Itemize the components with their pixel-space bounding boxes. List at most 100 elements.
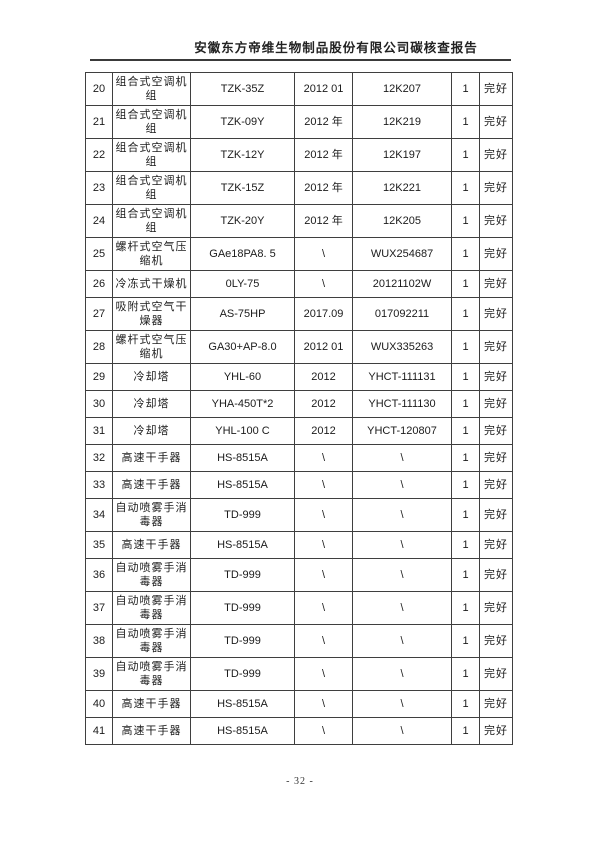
cell-model: TZK-15Z <box>190 171 295 205</box>
cell-model: HS-8515A <box>190 690 295 718</box>
cell-qty: 1 <box>451 171 480 205</box>
cell-status: 完好 <box>479 204 513 238</box>
cell-status: 完好 <box>479 363 513 391</box>
cell-date: 2012 年 <box>294 138 353 172</box>
cell-status: 完好 <box>479 297 513 331</box>
cell-name: 高速干手器 <box>112 471 191 499</box>
cell-serial: \ <box>352 624 452 658</box>
cell-qty: 1 <box>451 690 480 718</box>
cell-qty: 1 <box>451 591 480 625</box>
table-row: 36 自动喷雾手消毒器 TD-999 \ \ 1 完好 <box>85 558 513 592</box>
cell-name: 冷却塔 <box>112 390 191 418</box>
cell-serial: \ <box>352 657 452 691</box>
cell-name: 高速干手器 <box>112 717 191 745</box>
cell-qty: 1 <box>451 531 480 559</box>
cell-qty: 1 <box>451 558 480 592</box>
cell-date: 2012 <box>294 417 353 445</box>
cell-name: 自动喷雾手消毒器 <box>112 591 191 625</box>
table-row: 41 高速干手器 HS-8515A \ \ 1 完好 <box>85 717 513 745</box>
cell-no: 38 <box>85 624 113 658</box>
table-row: 34 自动喷雾手消毒器 TD-999 \ \ 1 完好 <box>85 498 513 532</box>
cell-status: 完好 <box>479 237 513 271</box>
cell-qty: 1 <box>451 204 480 238</box>
cell-model: HS-8515A <box>190 471 295 499</box>
table-row: 25 螺杆式空气压缩机 GAe18PA8. 5 \ WUX254687 1 完好 <box>85 237 513 271</box>
cell-qty: 1 <box>451 498 480 532</box>
cell-model: HS-8515A <box>190 717 295 745</box>
table-row: 35 高速干手器 HS-8515A \ \ 1 完好 <box>85 531 513 559</box>
equipment-table-body: 20 组合式空调机组 TZK-35Z 2012 01 12K207 1 完好 21 组合式空调机… <box>85 72 513 745</box>
cell-name: 吸附式空气干燥器 <box>112 297 191 331</box>
document-header-title: 安徽东方帝维生物制品股份有限公司碳核查报告 <box>194 41 478 55</box>
cell-name: 高速干手器 <box>112 531 191 559</box>
cell-status: 完好 <box>479 498 513 532</box>
cell-date: 2012 01 <box>294 72 353 106</box>
cell-date: 2012 年 <box>294 171 353 205</box>
cell-model: TZK-35Z <box>190 72 295 106</box>
cell-name: 自动喷雾手消毒器 <box>112 498 191 532</box>
table-row: 40 高速干手器 HS-8515A \ \ 1 完好 <box>85 690 513 718</box>
cell-date: \ <box>294 237 353 271</box>
cell-serial: \ <box>352 690 452 718</box>
cell-model: AS-75HP <box>190 297 295 331</box>
cell-status: 完好 <box>479 171 513 205</box>
cell-serial: \ <box>352 717 452 745</box>
cell-date: \ <box>294 624 353 658</box>
table-row: 39 自动喷雾手消毒器 TD-999 \ \ 1 完好 <box>85 657 513 691</box>
cell-date: 2012 <box>294 390 353 418</box>
cell-no: 41 <box>85 717 113 745</box>
cell-no: 35 <box>85 531 113 559</box>
cell-date: \ <box>294 717 353 745</box>
cell-name: 组合式空调机组 <box>112 72 191 106</box>
cell-qty: 1 <box>451 657 480 691</box>
cell-qty: 1 <box>451 270 480 298</box>
table-row: 23 组合式空调机组 TZK-15Z 2012 年 12K221 1 完好 <box>85 171 513 205</box>
cell-date: \ <box>294 558 353 592</box>
cell-date: 2017.09 <box>294 297 353 331</box>
cell-qty: 1 <box>451 390 480 418</box>
cell-no: 40 <box>85 690 113 718</box>
cell-serial: YHCT-111130 <box>352 390 452 418</box>
cell-model: GAe18PA8. 5 <box>190 237 295 271</box>
cell-model: YHL-60 <box>190 363 295 391</box>
cell-status: 完好 <box>479 690 513 718</box>
cell-date: \ <box>294 471 353 499</box>
header-rule <box>90 59 511 61</box>
table-row: 27 吸附式空气干燥器 AS-75HP 2017.09 017092211 1 完好 <box>85 297 513 331</box>
cell-serial: 12K207 <box>352 72 452 106</box>
cell-serial: WUX335263 <box>352 330 452 364</box>
cell-model: HS-8515A <box>190 444 295 472</box>
cell-date: \ <box>294 591 353 625</box>
cell-qty: 1 <box>451 363 480 391</box>
cell-model: 0LY-75 <box>190 270 295 298</box>
cell-name: 自动喷雾手消毒器 <box>112 624 191 658</box>
cell-name: 螺杆式空气压缩机 <box>112 330 191 364</box>
cell-name: 组合式空调机组 <box>112 138 191 172</box>
cell-serial: 12K221 <box>352 171 452 205</box>
cell-qty: 1 <box>451 297 480 331</box>
cell-status: 完好 <box>479 417 513 445</box>
cell-no: 37 <box>85 591 113 625</box>
cell-date: \ <box>294 444 353 472</box>
cell-name: 冷冻式干燥机 <box>112 270 191 298</box>
cell-no: 31 <box>85 417 113 445</box>
cell-qty: 1 <box>451 330 480 364</box>
cell-qty: 1 <box>451 444 480 472</box>
cell-status: 完好 <box>479 531 513 559</box>
cell-name: 高速干手器 <box>112 444 191 472</box>
cell-status: 完好 <box>479 390 513 418</box>
cell-no: 33 <box>85 471 113 499</box>
cell-name: 螺杆式空气压缩机 <box>112 237 191 271</box>
cell-name: 自动喷雾手消毒器 <box>112 657 191 691</box>
cell-qty: 1 <box>451 624 480 658</box>
cell-date: 2012 年 <box>294 105 353 139</box>
cell-serial: 20121102W <box>352 270 452 298</box>
cell-status: 完好 <box>479 558 513 592</box>
table-row: 22 组合式空调机组 TZK-12Y 2012 年 12K197 1 完好 <box>85 138 513 172</box>
cell-status: 完好 <box>479 591 513 625</box>
cell-no: 20 <box>85 72 113 106</box>
cell-serial: \ <box>352 591 452 625</box>
cell-serial: 12K219 <box>352 105 452 139</box>
cell-model: TD-999 <box>190 657 295 691</box>
